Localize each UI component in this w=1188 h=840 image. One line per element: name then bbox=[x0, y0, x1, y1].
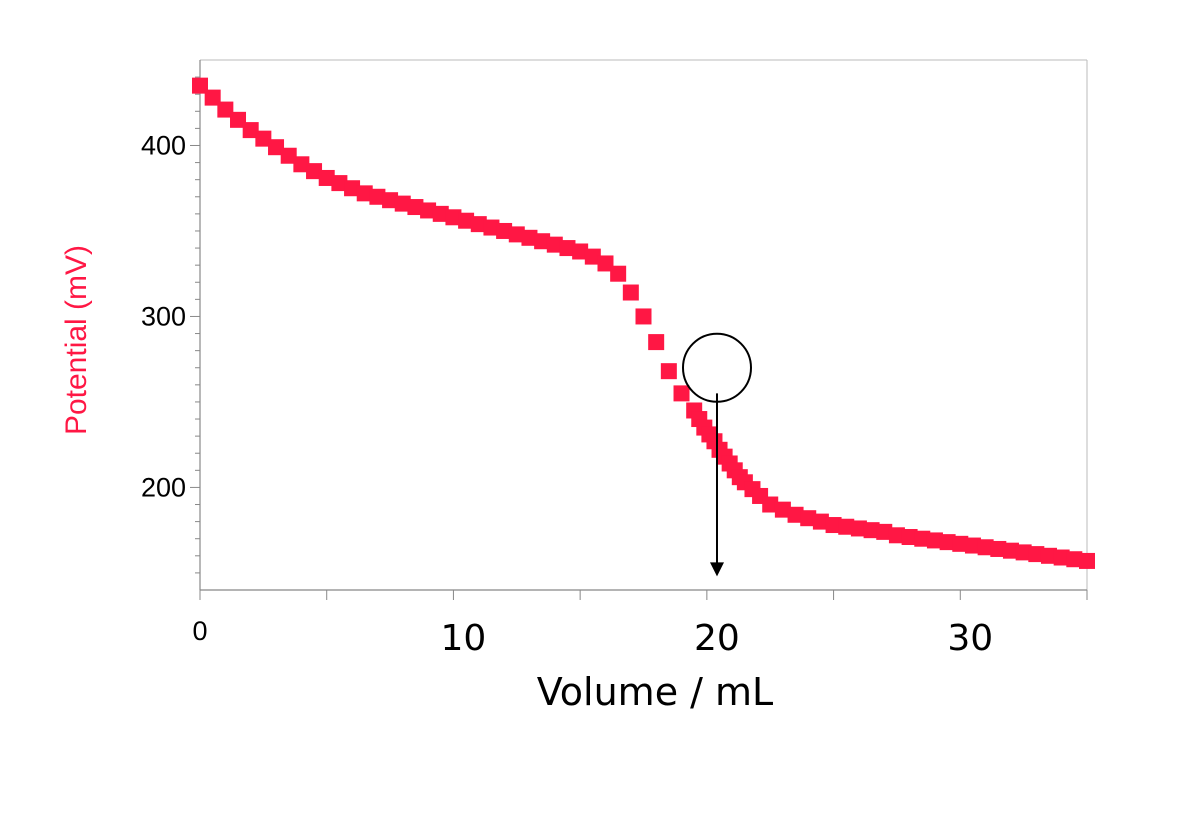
data-point bbox=[787, 506, 804, 523]
data-point bbox=[192, 77, 208, 94]
data-point bbox=[888, 527, 905, 544]
data-point bbox=[1066, 551, 1083, 568]
data-point bbox=[673, 385, 690, 402]
data-point bbox=[344, 180, 361, 197]
data-point bbox=[964, 537, 981, 554]
data-point bbox=[230, 111, 247, 128]
data-point bbox=[407, 199, 424, 216]
data-point bbox=[306, 163, 323, 180]
data-point bbox=[876, 523, 893, 540]
equivalence-point-circle bbox=[681, 332, 752, 403]
x-axis-label: Volume / mL bbox=[537, 670, 773, 714]
data-point bbox=[850, 520, 867, 537]
data-point bbox=[901, 529, 918, 545]
data-point bbox=[635, 308, 652, 325]
data-point bbox=[369, 188, 386, 205]
data-point bbox=[914, 530, 931, 547]
data-point bbox=[1002, 542, 1019, 559]
data-point bbox=[445, 209, 462, 226]
data-point bbox=[584, 248, 601, 265]
y-tick-label: 200 bbox=[141, 472, 186, 502]
data-point bbox=[546, 236, 563, 253]
data-point bbox=[217, 101, 234, 118]
data-point bbox=[394, 195, 411, 212]
equivalence-arrow-head bbox=[709, 562, 724, 577]
data-point bbox=[1040, 547, 1057, 564]
data-point bbox=[242, 122, 259, 139]
data-point bbox=[1015, 544, 1032, 561]
annotations bbox=[681, 332, 752, 577]
data-point bbox=[293, 156, 310, 173]
x-tick-label: 0 bbox=[192, 616, 207, 646]
data-point bbox=[204, 89, 221, 106]
data-point bbox=[534, 233, 551, 250]
x-tick-label: 20 bbox=[694, 618, 740, 659]
data-point bbox=[838, 518, 855, 535]
data-point bbox=[318, 169, 335, 186]
data-point bbox=[483, 219, 500, 236]
data-point bbox=[280, 147, 297, 164]
data-point bbox=[255, 130, 272, 147]
x-tick-label: 30 bbox=[947, 618, 993, 659]
data-point bbox=[610, 265, 627, 282]
data-point bbox=[939, 534, 956, 551]
data-point bbox=[660, 363, 677, 380]
data-point bbox=[977, 539, 994, 556]
data-point bbox=[762, 496, 779, 513]
data-point bbox=[496, 222, 513, 239]
data-point bbox=[648, 334, 665, 351]
data-point bbox=[508, 226, 525, 243]
data-point bbox=[800, 510, 817, 527]
data-point bbox=[812, 513, 829, 530]
data-point bbox=[432, 205, 449, 222]
data-point bbox=[356, 185, 373, 202]
data-point bbox=[470, 216, 487, 233]
data-point bbox=[622, 284, 639, 301]
data-point bbox=[559, 240, 576, 257]
data-point bbox=[1079, 552, 1095, 569]
x-tick-label: 10 bbox=[441, 618, 487, 659]
data-point bbox=[952, 535, 969, 552]
data-point bbox=[825, 517, 842, 534]
data-point bbox=[774, 501, 791, 518]
data-point bbox=[458, 212, 475, 229]
data-point bbox=[990, 540, 1007, 557]
data-point bbox=[1028, 546, 1045, 563]
data-point bbox=[597, 255, 614, 272]
y-tick-label: 400 bbox=[141, 130, 186, 160]
data-point bbox=[420, 202, 437, 219]
data-point bbox=[572, 243, 589, 260]
x-axis-ticks: 0 10 20 30 bbox=[192, 590, 1088, 659]
y-axis-ticks: 200 300 400 bbox=[141, 76, 200, 574]
data-series bbox=[192, 77, 1095, 569]
data-point bbox=[1053, 549, 1070, 566]
data-point bbox=[382, 192, 399, 209]
data-point bbox=[331, 175, 348, 192]
data-point bbox=[863, 522, 880, 539]
y-tick-label: 300 bbox=[141, 301, 186, 331]
data-point bbox=[521, 229, 538, 246]
y-axis-label: Potential (mV) bbox=[60, 245, 93, 435]
data-point bbox=[268, 139, 285, 156]
data-point bbox=[926, 532, 943, 549]
plot-frame bbox=[199, 59, 1088, 591]
